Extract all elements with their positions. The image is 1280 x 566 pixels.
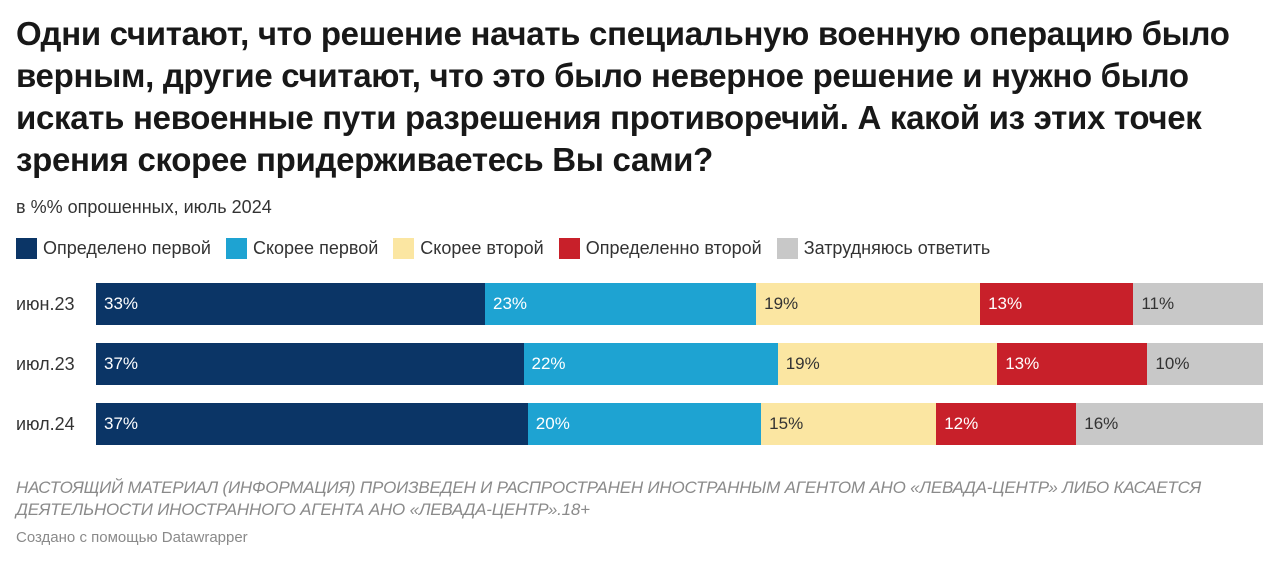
legend-item: Определено первой (16, 238, 211, 259)
bar-segment: 33% (96, 283, 485, 325)
bar-segment: 15% (761, 403, 937, 445)
row-label: июл.24 (16, 414, 75, 434)
legend-swatch (16, 238, 37, 259)
legend-swatch (393, 238, 415, 259)
legend-swatch (558, 238, 580, 259)
chart-title: Одни считают, что решение начать специал… (16, 15, 1230, 178)
stacked-bar-row: 37% 22% 19% 13% 10% (96, 343, 1263, 385)
bar-segment: 37% (96, 403, 528, 445)
row-label: июл.23 (16, 354, 75, 374)
bar-segment: 10% (1147, 343, 1263, 385)
datawrapper-credit: Создано с помощью Datawrapper (16, 529, 248, 546)
bar-segment: 20% (527, 403, 762, 445)
bar-segment: 37% (96, 343, 524, 385)
bar-segment: 11% (1133, 283, 1263, 325)
legend-item: Затрудняюсь ответить (776, 238, 991, 259)
legend-label: Определенно второй (585, 238, 762, 258)
legend-label: Затрудняюсь ответить (803, 238, 991, 258)
bar-segment: 16% (1076, 403, 1263, 445)
stacked-bar-row: 37% 20% 15% 12% 16% (96, 403, 1263, 445)
bar-segment: 23% (485, 283, 757, 325)
bar-segment: 12% (936, 403, 1077, 445)
legend-label: Скорее второй (420, 238, 544, 258)
chart-legend: Определено первой Скорее первой Скорее вто… (16, 238, 1005, 259)
bar-segment: 13% (980, 283, 1134, 325)
legend-label: Определено первой (43, 238, 211, 258)
row-label: июн.23 (16, 294, 75, 314)
bar-segment: 22% (523, 343, 778, 385)
bar-segment: 13% (997, 343, 1148, 385)
bar-segment: 19% (777, 343, 998, 385)
legend-swatch (225, 238, 247, 259)
legend-item: Скорее второй (393, 238, 544, 259)
bar-segment: 19% (756, 283, 981, 325)
chart-subtitle: в %% опрошенных, июль 2024 (16, 197, 272, 217)
legend-label: Скорее первой (252, 238, 379, 258)
legend-swatch (776, 238, 798, 259)
stacked-bar-chart: июн.23 33% 23% 19% 13% 11% июл.23 37% 22% 19% 13% 1… (0, 280, 1280, 450)
legend-item: Определенно второй (558, 238, 762, 259)
chart-notes: НАСТОЯЩИЙ МАТЕРИАЛ (ИНФОРМАЦИЯ) ПРОИЗВЕД… (16, 478, 1202, 519)
stacked-bar-row: 33% 23% 19% 13% 11% (96, 283, 1263, 325)
legend-item: Скорее первой (225, 238, 379, 259)
